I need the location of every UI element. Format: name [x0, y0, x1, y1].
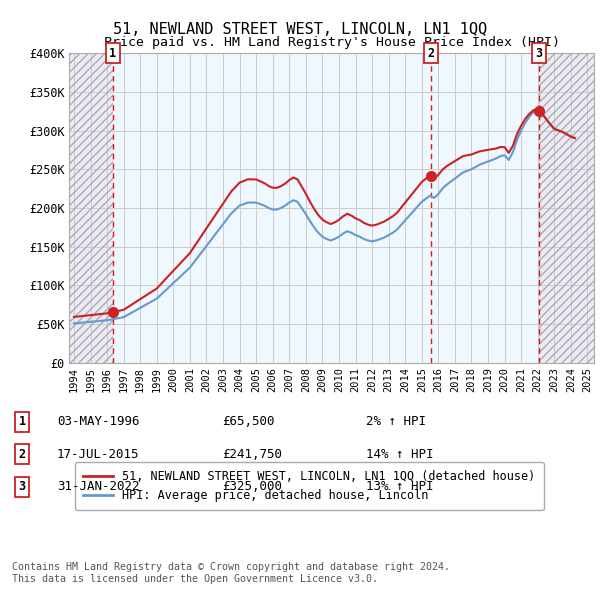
Text: 1: 1: [109, 47, 116, 60]
Text: 2: 2: [427, 47, 434, 60]
Text: £65,500: £65,500: [222, 415, 275, 428]
Text: 2% ↑ HPI: 2% ↑ HPI: [366, 415, 426, 428]
Bar: [113, 53, 539, 363]
Text: 51, NEWLAND STREET WEST, LINCOLN, LN1 1QQ: 51, NEWLAND STREET WEST, LINCOLN, LN1 1Q…: [113, 22, 487, 37]
Bar: [69, 53, 113, 363]
Text: £241,750: £241,750: [222, 448, 282, 461]
Text: 2: 2: [19, 448, 26, 461]
Text: Contains HM Land Registry data © Crown copyright and database right 2024.
This d: Contains HM Land Registry data © Crown c…: [12, 562, 450, 584]
Title: Price paid vs. HM Land Registry's House Price Index (HPI): Price paid vs. HM Land Registry's House …: [104, 36, 560, 49]
Bar: [539, 53, 594, 363]
Text: 3: 3: [19, 480, 26, 493]
Text: 1: 1: [19, 415, 26, 428]
Legend: 51, NEWLAND STREET WEST, LINCOLN, LN1 1QQ (detached house), HPI: Average price, : 51, NEWLAND STREET WEST, LINCOLN, LN1 1Q…: [75, 462, 544, 510]
Bar: [69, 53, 113, 363]
Bar: [539, 53, 594, 363]
Text: 31-JAN-2022: 31-JAN-2022: [57, 480, 139, 493]
Text: 03-MAY-1996: 03-MAY-1996: [57, 415, 139, 428]
Text: £325,000: £325,000: [222, 480, 282, 493]
Text: 3: 3: [535, 47, 542, 60]
Text: 14% ↑ HPI: 14% ↑ HPI: [366, 448, 433, 461]
Text: 17-JUL-2015: 17-JUL-2015: [57, 448, 139, 461]
Text: 13% ↑ HPI: 13% ↑ HPI: [366, 480, 433, 493]
